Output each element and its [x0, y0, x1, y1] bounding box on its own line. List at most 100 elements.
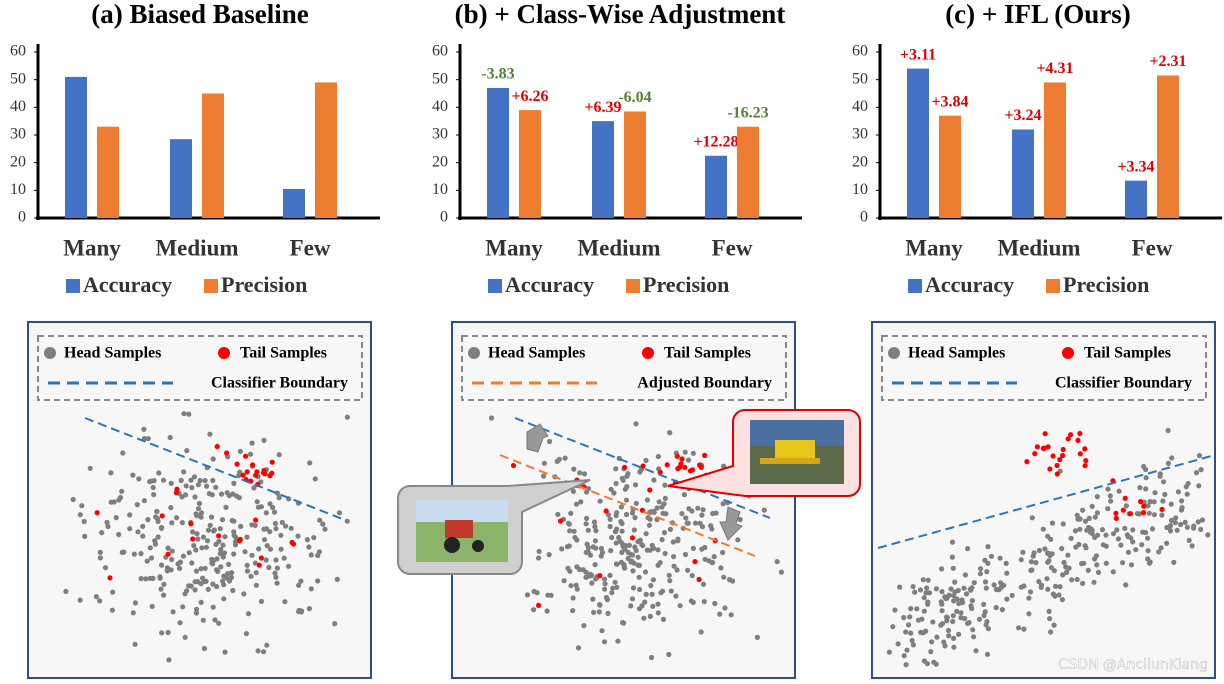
head-dot: [131, 551, 137, 557]
head-dot: [1125, 534, 1131, 540]
head-dot: [910, 584, 916, 590]
head-dot: [1044, 576, 1050, 582]
head-dot: [194, 513, 200, 519]
head-dot: [169, 520, 175, 526]
head-dot: [1198, 526, 1204, 533]
head-dot: [630, 585, 637, 591]
head-dot: [175, 561, 181, 567]
watermark: CSDN @AncilunKiang: [1059, 657, 1208, 673]
tail-dot: [1034, 444, 1040, 450]
head-dot: [1182, 519, 1188, 526]
head-dot: [1130, 527, 1136, 533]
head-dot: [1205, 532, 1211, 538]
head-dot: [119, 488, 125, 494]
head-dot: [590, 596, 596, 602]
head-dot: [170, 609, 176, 615]
head-dot: [158, 525, 165, 531]
head-dot: [655, 547, 661, 553]
head-dot: [193, 606, 200, 612]
head-dot: [1110, 569, 1116, 575]
bar-annotation: -6.04: [618, 89, 651, 106]
head-dot: [602, 581, 608, 587]
head-dot: [622, 546, 628, 552]
head-dot: [296, 609, 302, 615]
head-dot: [267, 529, 273, 535]
head-dot: [132, 641, 138, 647]
head-dot: [709, 560, 715, 566]
head-dot: [1026, 595, 1032, 601]
head-dot: [623, 511, 630, 518]
head-dot: [261, 537, 268, 543]
head-dot: [605, 610, 611, 617]
head-dot: [685, 567, 691, 573]
head-dot: [236, 473, 242, 479]
head-dot: [607, 516, 613, 522]
legend-tail: Tail Samples: [240, 345, 327, 362]
head-dot: [1179, 498, 1185, 504]
legend-label: Accuracy: [83, 272, 172, 297]
head-dot: [306, 544, 312, 550]
head-dot: [981, 612, 987, 619]
y-tick-label: 0: [440, 209, 448, 226]
head-dot: [247, 451, 254, 457]
head-dot: [200, 617, 206, 623]
tail-dot: [536, 602, 542, 609]
tail-dot: [237, 536, 243, 543]
y-tick-label: 60: [432, 43, 448, 60]
head-dot: [214, 556, 220, 562]
head-dot: [1169, 455, 1175, 461]
head-dot: [720, 501, 726, 507]
head-dot: [1099, 527, 1106, 533]
bar: [705, 155, 727, 218]
head-dot: [134, 502, 140, 508]
head-dot: [203, 578, 209, 584]
head-dot: [934, 634, 940, 640]
head-dot: [180, 604, 186, 610]
head-dot: [689, 508, 695, 514]
tail-dot: [664, 462, 670, 468]
head-dot: [261, 437, 267, 443]
head-dot: [253, 570, 259, 576]
panel-frame: [27, 321, 372, 679]
y-tick-label: 50: [10, 70, 26, 87]
head-dot: [205, 586, 211, 592]
head-dot: [147, 545, 153, 551]
y-tick-label: 60: [852, 43, 868, 60]
legend-label: Precision: [643, 272, 729, 297]
head-dot: [570, 595, 576, 601]
head-dot: [193, 568, 200, 574]
bar: [487, 87, 509, 218]
legend-boundary-label: Adjusted Boundary: [637, 375, 772, 392]
head-dot: [608, 486, 614, 492]
head-dot: [659, 504, 665, 510]
tail-dot: [269, 459, 275, 465]
tail-dot: [244, 469, 250, 475]
head-dot: [939, 621, 946, 627]
head-dot: [116, 531, 122, 538]
head-dot: [1134, 510, 1141, 517]
head-dot: [1001, 582, 1007, 589]
tail-dot: [269, 470, 275, 476]
head-dot: [954, 608, 960, 614]
head-dot: [1189, 543, 1195, 549]
head-dot: [643, 531, 649, 537]
head-dot: [174, 515, 180, 521]
head-dot: [149, 603, 155, 610]
head-dot: [585, 527, 591, 533]
head-dot: [961, 585, 967, 591]
head-dot: [892, 607, 898, 613]
tail-dot: [1060, 452, 1066, 459]
head-dot: [531, 607, 537, 613]
head-dot: [611, 490, 617, 496]
tail-dot: [690, 467, 696, 473]
x-tick-label: Many: [485, 235, 543, 260]
head-dot: [182, 634, 188, 640]
head-dot: [488, 415, 495, 421]
head-dot: [1171, 559, 1177, 566]
head-dot: [1079, 561, 1085, 567]
head-dot: [561, 578, 567, 584]
head-dot: [660, 510, 666, 516]
head-dot: [1107, 493, 1113, 499]
head-dot: [593, 528, 599, 534]
